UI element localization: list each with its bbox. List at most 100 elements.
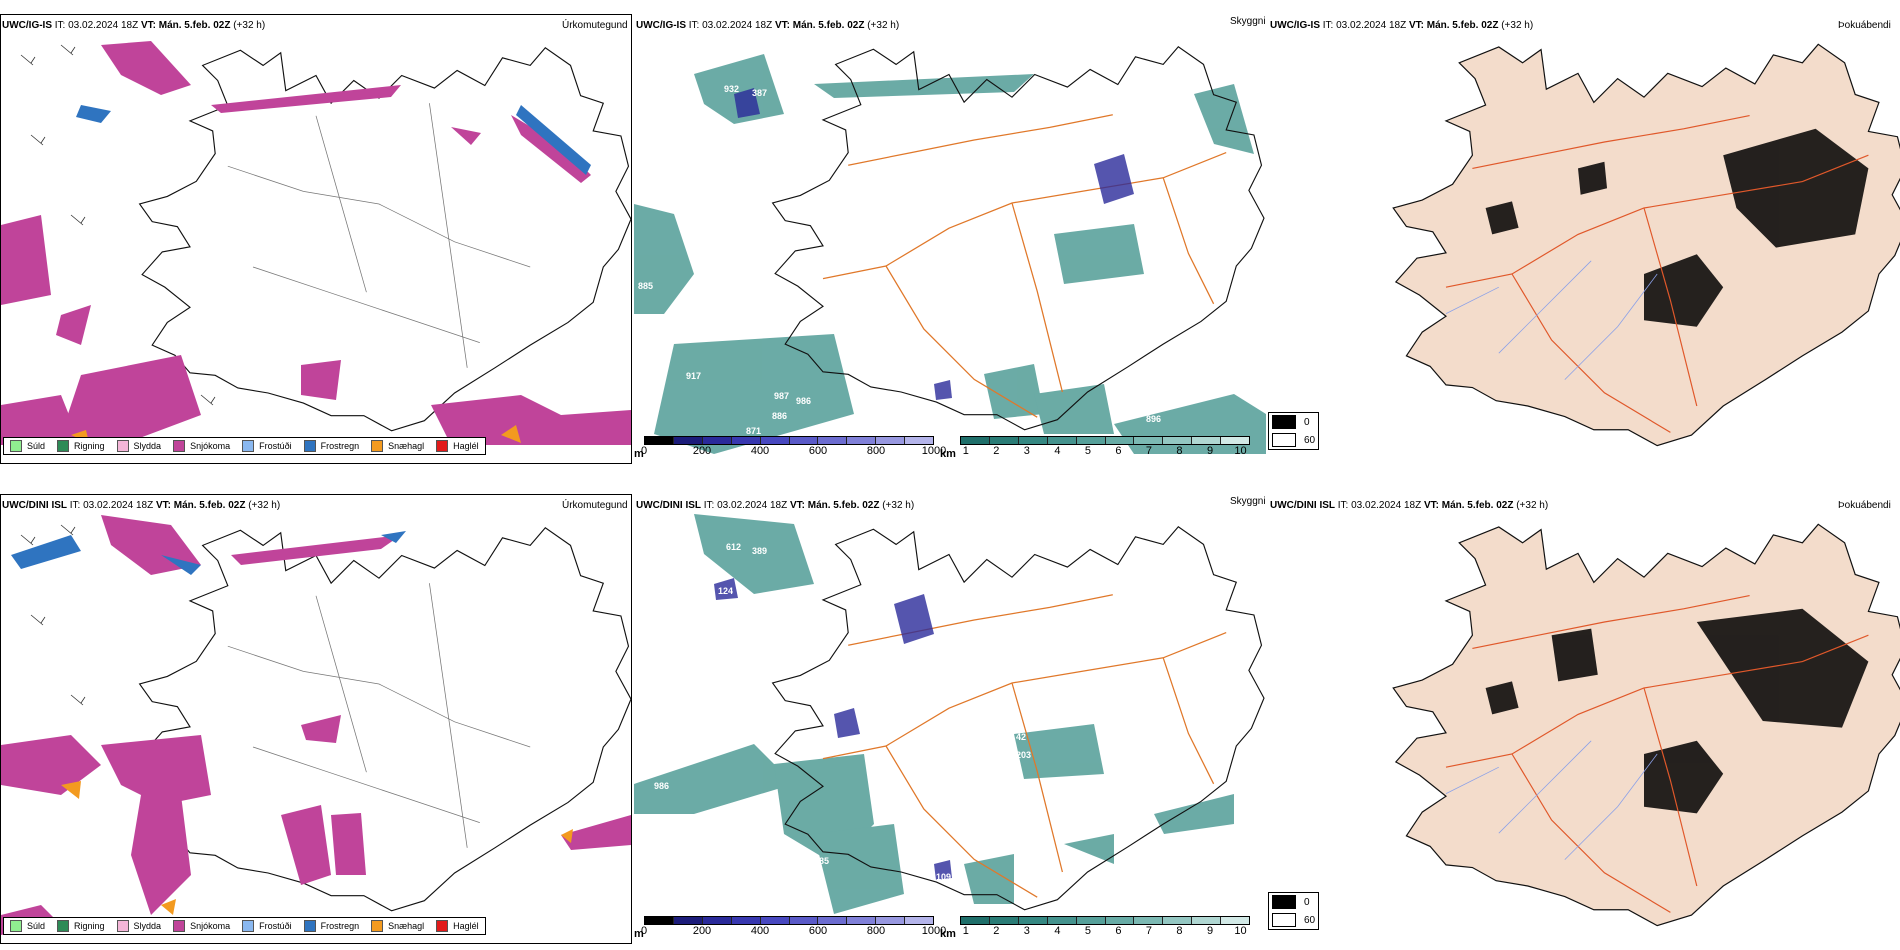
cbar-segment — [989, 917, 1019, 924]
precip-legend-row1: Súld Rigning Slydda Snjókoma Frostúði Frostre… — [3, 437, 486, 455]
precip-map-row1 — [1, 41, 631, 445]
fog-legend-label: 60 — [1304, 434, 1316, 446]
cbar-segment — [1163, 437, 1193, 444]
panel-header-fog-row2: UWC/DINI ISL IT: 03.02.2024 18Z VT: Mán.… — [1270, 500, 1549, 511]
cbar-tick-label: 3 — [1023, 445, 1030, 457]
vis-label: 44 — [1084, 161, 1094, 171]
cbar-tick-label: 5 — [1084, 445, 1091, 457]
cbar-segment — [1047, 917, 1077, 924]
legend-label: Frostúði — [259, 921, 292, 931]
cbar-tick-label: 6 — [1115, 445, 1122, 457]
cbar-tick-label: 200 — [692, 445, 712, 457]
panel-title-fog-row1: Þokuábendi — [1838, 20, 1891, 31]
cbar-segment — [731, 437, 761, 444]
vis-scale-km-unit-row1: km — [940, 448, 956, 460]
legend-label: Súld — [27, 441, 46, 451]
panel-title-vis-row1: Skyggni — [1230, 16, 1266, 27]
fog-legend-label: 0 — [1304, 896, 1310, 908]
vis-scale-m-row2: 0 200 400 600 800 1000 — [641, 916, 946, 937]
precip-legend-item: Frostregn — [303, 440, 360, 452]
vis-scale-km-unit-row2: km — [940, 928, 956, 940]
precip-legend-item: Súld — [10, 440, 45, 452]
cbar-segment — [760, 917, 790, 924]
cbar-tick-label: 0 — [640, 445, 648, 457]
legend-label: Snjókoma — [190, 921, 231, 931]
legend-label: Rigning — [74, 921, 105, 931]
legend-swatch — [436, 440, 449, 452]
fog-legend-swatch — [1272, 895, 1296, 909]
cbar-segment — [731, 917, 761, 924]
cbar-tick-label: 800 — [866, 925, 886, 937]
cbar-segment — [673, 437, 703, 444]
precip-legend-item: Snjókoma — [173, 920, 230, 932]
vis-scale-km-row1: 1 2 3 4 5 6 7 8 9 10 — [960, 436, 1250, 457]
legend-swatch — [303, 920, 316, 932]
vis-blue-patches — [714, 578, 952, 880]
cbar-segment — [905, 917, 934, 924]
fog-legend-swatch — [1272, 415, 1296, 429]
legend-label: Frostúði — [259, 441, 292, 451]
vis-label: 987 — [774, 391, 789, 401]
cbar-segment — [961, 437, 990, 444]
cbar-segment — [876, 437, 906, 444]
vis-label: 985 — [814, 856, 829, 866]
vis-label: 917 — [686, 371, 701, 381]
legend-swatch — [371, 920, 384, 932]
precip-legend-item: Frostúði — [242, 440, 292, 452]
vis-label: 871 — [746, 426, 761, 436]
legend-label: Snæhagl — [388, 441, 425, 451]
vis-label: 932 — [724, 84, 739, 94]
fog-legend-item: 0 — [1269, 893, 1318, 911]
cbar-segment — [1105, 437, 1135, 444]
cbar-segment — [1105, 917, 1135, 924]
panel-title-vis-row2: Skyggni — [1230, 496, 1266, 507]
fog-map-row2 — [1392, 523, 1900, 927]
legend-swatch — [116, 440, 129, 452]
fog-legend-item: 60 — [1269, 431, 1318, 449]
legend-swatch — [436, 920, 449, 932]
vis-map-row2: 612 389 124 986 985 46 12 21 42 203 109 — [634, 514, 1265, 914]
cbar-segment — [1018, 437, 1048, 444]
vis-shading — [634, 54, 1266, 454]
legend-swatch — [57, 440, 70, 452]
cbar-tick-label: 1 — [962, 445, 969, 457]
cbar-segment — [1047, 437, 1077, 444]
precip-legend-item: Frostregn — [303, 920, 359, 932]
panel-header-vis-row1: UWC/IG-IS IT: 03.02.2024 18Z VT: Mán. 5.… — [636, 20, 900, 31]
cbar-segment — [847, 437, 877, 444]
precip-legend-row2: Súld Rigning Slydda Snjókoma Frostúði Frostre… — [3, 917, 486, 935]
cbar-segment — [1221, 437, 1250, 444]
cbar-segment — [1076, 437, 1106, 444]
legend-label: Súld — [27, 921, 46, 931]
panel-title-fog-row2: Þokuábendi — [1838, 500, 1891, 511]
precip-frostrain-areas — [76, 105, 591, 175]
fog-legend-row2: 0 60 — [1268, 892, 1320, 930]
cbar-segment — [789, 917, 819, 924]
cbar-tick-label: 4 — [1054, 925, 1061, 937]
cbar-segment — [1192, 437, 1222, 444]
precip-legend-item: Súld — [10, 920, 45, 932]
cbar-tick-label: 2 — [993, 925, 1000, 937]
legend-swatch — [242, 440, 255, 452]
cbar-m-bar-row2 — [644, 916, 934, 925]
vis-label: 21 — [944, 732, 954, 742]
vis-blue-patches — [734, 88, 1134, 400]
cbar-tick-label: 10 — [1234, 445, 1247, 457]
legend-label: Frostregn — [320, 441, 360, 451]
vis-label: 389 — [752, 546, 767, 556]
cbar-segment — [961, 917, 990, 924]
cbar-tick-label: 5 — [1084, 925, 1091, 937]
vis-label: 109 — [936, 872, 951, 882]
fog-legend-swatch — [1272, 433, 1296, 447]
legend-swatch — [242, 920, 255, 932]
cbar-tick-label: 400 — [750, 445, 770, 457]
cbar-tick-label: 600 — [808, 925, 828, 937]
vis-label: 896 — [1146, 414, 1161, 424]
cbar-segment — [905, 437, 934, 444]
cbar-segment — [876, 917, 906, 924]
cbar-tick-label: 800 — [866, 445, 886, 457]
vis-label: 612 — [726, 542, 741, 552]
cbar-segment — [760, 437, 790, 444]
cbar-tick-label: 6 — [1115, 925, 1122, 937]
cbar-segment — [702, 917, 732, 924]
